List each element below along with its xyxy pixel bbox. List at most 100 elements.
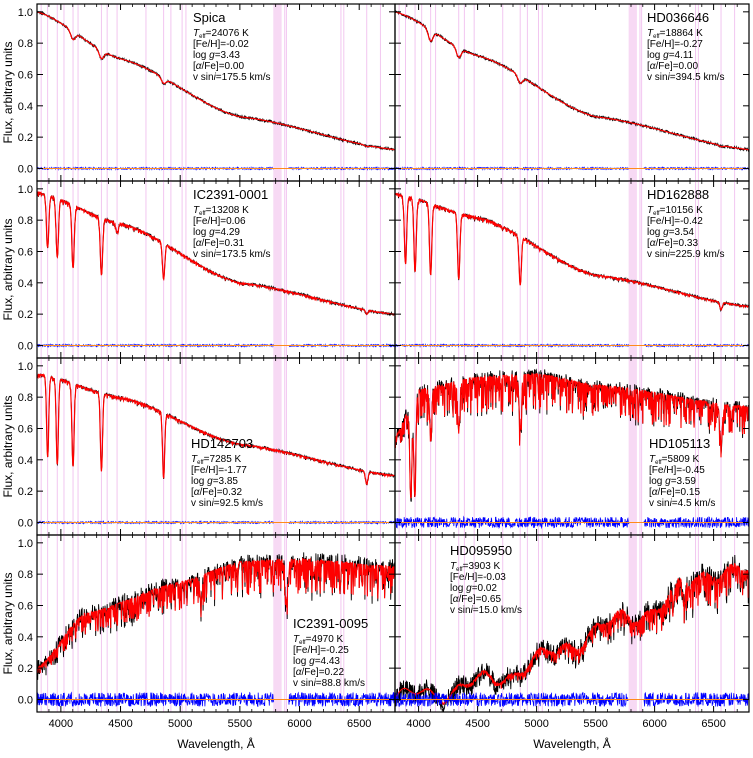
panel-plot-area [395, 535, 749, 712]
afe-label: [α/Fe]=0.32 [191, 487, 242, 498]
y-tick-label: 0.4 [18, 455, 33, 467]
afe-label: [α/Fe]=0.22 [293, 667, 344, 678]
feh-label: [Fe/H]=-0.27 [647, 39, 703, 50]
star-name: IC2391-0001 [193, 187, 268, 202]
x-axis-label: Wavelength, Å [533, 736, 611, 751]
x-tick-label: 6500 [701, 718, 725, 730]
x-tick-label: 4000 [406, 718, 430, 730]
x-tick-label: 6500 [347, 718, 371, 730]
logg-label: log g=4.43 [293, 656, 340, 667]
teff-label: Teff=13208 K [193, 205, 249, 217]
feh-label: [Fe/H]=-1.77 [191, 465, 247, 476]
vsini-label: v sini=173.5 km/s [193, 249, 271, 260]
y-axis-label: Flux, arbitrary units [1, 395, 15, 497]
model-series [37, 11, 395, 151]
feh-label: [Fe/H]=0.06 [193, 216, 246, 227]
x-tick-label: 6000 [287, 718, 311, 730]
y-tick-label: 0.8 [18, 392, 33, 404]
star-name: HD095950 [450, 543, 512, 558]
model-series [37, 557, 395, 674]
star-name: HD105113 [649, 436, 710, 451]
star-name: HD142703 [191, 436, 253, 451]
vsini-label: v sini=175.5 km/s [193, 72, 271, 83]
masked-band [273, 358, 282, 535]
y-tick-label: 0.2 [18, 132, 33, 144]
panel-plot-area [395, 4, 749, 181]
panel-spica: 0.0 0.2 0.4 0.6 0.8 1.0 Spica Teff=24076 K[Fe/H… [1, 3, 396, 182]
y-tick-label: 0.6 [18, 246, 33, 258]
y-tick-label: 0.8 [18, 215, 33, 227]
teff-label: Teff=7285 K [191, 454, 242, 466]
y-tick-label: 0.0 [18, 694, 33, 706]
y-tick-label: 0.0 [18, 517, 33, 529]
residual-series [395, 691, 749, 708]
vsini-label: v sini=225.9 km/s [647, 249, 725, 260]
y-tick-label: 0.0 [18, 340, 33, 352]
afe-label: [α/Fe]=0.65 [450, 594, 501, 605]
afe-label: [α/Fe]=0.31 [193, 238, 244, 249]
logg-label: log g=3.43 [193, 50, 240, 61]
vsini-label: v sini=92.5 km/s [191, 498, 263, 509]
teff-label: Teff=4970 K [293, 634, 344, 646]
residual-series [395, 515, 749, 530]
panel-hd095950: 4000 4500 5000 5500 6000 6500 HD095950 Teff=390… [394, 534, 750, 730]
masked-band [273, 535, 282, 712]
model-series [37, 190, 395, 317]
logg-label: log g=3.59 [649, 476, 696, 487]
y-axis-label: Flux, arbitrary units [1, 218, 15, 320]
panel-plot-area [395, 358, 749, 535]
x-tick-label: 4500 [108, 718, 132, 730]
star-name: HD162888 [647, 187, 709, 202]
y-tick-label: 0.0 [18, 163, 33, 175]
afe-label: [α/Fe]=0.33 [647, 238, 698, 249]
vsini-label: v sini=88.8 km/s [293, 678, 365, 689]
y-tick-label: 0.4 [18, 101, 33, 113]
y-axis-label: Flux, arbitrary units [1, 572, 15, 674]
panel-plot-area [37, 358, 395, 535]
y-tick-label: 0.6 [18, 423, 33, 435]
panel-ic2391-0095: 0.0 0.2 0.4 0.6 0.8 1.0 4000 4500 5000 5500 6000 65… [1, 534, 396, 730]
vsini-label: v sini=15.0 km/s [450, 605, 522, 616]
feh-label: [Fe/H]=-0.45 [649, 465, 705, 476]
x-tick-label: 6000 [642, 718, 666, 730]
x-tick-label: 5000 [524, 718, 548, 730]
vsini-label: v sini=4.5 km/s [649, 498, 715, 509]
model-series [395, 11, 749, 151]
x-tick-label: 4000 [49, 718, 73, 730]
afe-label: [α/Fe]=0.15 [649, 487, 700, 498]
vsini-label: v sini=394.5 km/s [647, 72, 725, 83]
teff-label: Teff=18864 K [647, 28, 703, 40]
logg-label: log g=4.11 [647, 50, 694, 61]
y-tick-label: 0.6 [18, 69, 33, 81]
feh-label: [Fe/H]=-0.03 [450, 572, 506, 583]
panel-plot-area [395, 181, 749, 358]
y-tick-label: 0.2 [18, 309, 33, 321]
star-name: Spica [193, 10, 226, 25]
masked-band [273, 181, 282, 358]
y-tick-label: 0.4 [18, 632, 33, 644]
y-tick-label: 0.6 [18, 600, 33, 612]
teff-label: Teff=3903 K [450, 561, 501, 573]
y-tick-label: 1.0 [18, 184, 33, 196]
y-tick-label: 1.0 [18, 361, 33, 373]
panel-hd142703: 0.0 0.2 0.4 0.6 0.8 1.0 HD142703 Teff=7285 K[Fe… [1, 357, 396, 536]
teff-label: Teff=24076 K [193, 28, 249, 40]
masked-band [273, 4, 282, 181]
panel-plot-area [37, 535, 395, 712]
feh-label: [Fe/H]=-0.02 [193, 39, 249, 50]
panel-ic2391-0001: 0.0 0.2 0.4 0.6 0.8 1.0 IC2391-0001 Teff=13208 … [1, 180, 396, 359]
panel-plot-area [37, 181, 395, 358]
y-tick-label: 0.8 [18, 569, 33, 581]
x-axis-label: Wavelength, Å [177, 736, 255, 751]
teff-label: Teff=5809 K [649, 454, 700, 466]
